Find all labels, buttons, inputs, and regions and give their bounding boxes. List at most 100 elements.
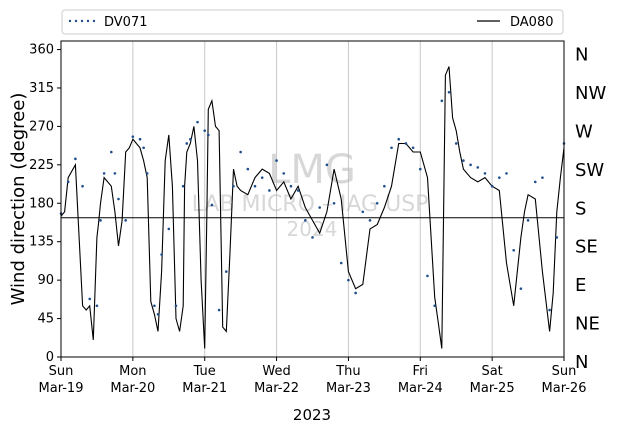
- series-layer: [59, 66, 566, 349]
- data-point-dv071: [189, 137, 192, 141]
- data-point-dv071: [433, 304, 436, 308]
- data-point-dv071: [375, 201, 379, 205]
- data-point-dv071: [548, 308, 551, 312]
- x-tick-label-day: Fri: [413, 364, 429, 379]
- compass-label: W: [575, 121, 593, 142]
- data-point-dv071: [113, 172, 117, 175]
- data-point-dv071: [383, 184, 386, 188]
- data-point-dv071: [304, 219, 307, 222]
- data-point-dv071: [490, 184, 494, 188]
- data-point-dv071: [207, 133, 210, 137]
- legend-label-dv071: DV071: [104, 15, 148, 30]
- data-point-dv071: [239, 150, 242, 154]
- plot-frame: [60, 40, 565, 358]
- data-point-dv071: [282, 172, 286, 175]
- compass-label: SE: [575, 237, 598, 258]
- legend-label-da080: DA080: [510, 15, 554, 30]
- legend: DV071 DA080: [61, 9, 564, 35]
- y-tick-label: 135: [29, 235, 54, 250]
- x-axis-label: 2023: [293, 406, 331, 424]
- data-point-dv071: [95, 304, 99, 308]
- data-point-dv071: [153, 304, 156, 308]
- watermark: LMG LAB MICRO – IAG USP 2024: [192, 147, 429, 241]
- x-tick-label-date: Mar-25: [470, 381, 515, 396]
- vertical-grid: [60, 41, 565, 357]
- data-point-dv071: [476, 166, 480, 169]
- y-tick-label: 315: [29, 81, 54, 96]
- data-point-dv071: [131, 135, 135, 138]
- data-point-dv071: [167, 227, 171, 231]
- compass-label: NW: [575, 83, 606, 104]
- data-point-dv071: [181, 184, 185, 188]
- data-point-dv071: [361, 210, 365, 214]
- y-tick-label: 90: [37, 273, 54, 288]
- y-axis-label: Wind direction (degree): [8, 93, 29, 306]
- data-point-dv071: [512, 248, 515, 252]
- data-point-dv071: [142, 146, 145, 150]
- data-point-dv071: [66, 180, 70, 184]
- data-point-dv071: [526, 219, 530, 222]
- y-tick-label: 270: [29, 119, 54, 134]
- x-tick-label-day: Sat: [481, 364, 502, 379]
- x-tick-label-date: Mar-21: [182, 381, 227, 396]
- data-point-dv071: [145, 172, 149, 175]
- x-tick-label-day: Tue: [193, 364, 216, 379]
- series-line-da080: [60, 66, 565, 349]
- data-point-dv071: [555, 236, 559, 239]
- data-point-dv071: [224, 270, 228, 273]
- data-point-dv071: [156, 312, 160, 316]
- data-point-dv071: [469, 163, 472, 167]
- data-point-dv071: [440, 99, 444, 103]
- y-tick-label: 0: [46, 350, 54, 365]
- data-point-dv071: [210, 203, 214, 207]
- legend-frame: [61, 9, 564, 35]
- legend-dots-marker: [68, 19, 96, 23]
- data-point-dv071: [196, 120, 199, 124]
- x-tick-label-day: Sun: [49, 364, 74, 379]
- data-point-dv071: [541, 176, 544, 179]
- data-point-dv071: [411, 146, 415, 150]
- data-point-dv071: [275, 159, 278, 162]
- data-point-dv071: [454, 142, 458, 145]
- data-point-dv071: [404, 142, 408, 145]
- data-point-dv071: [311, 236, 314, 239]
- compass-label: E: [575, 275, 586, 296]
- data-point-dv071: [426, 274, 429, 278]
- compass-label: NE: [575, 314, 600, 335]
- x-tick-label-date: Mar-22: [254, 381, 299, 396]
- data-point-dv071: [498, 176, 501, 179]
- data-point-dv071: [519, 287, 523, 290]
- data-point-dv071: [253, 184, 257, 188]
- data-point-dv071: [174, 304, 178, 308]
- y-tick-label: 225: [29, 158, 54, 173]
- data-point-dv071: [88, 297, 92, 301]
- data-point-dv071: [325, 163, 329, 167]
- data-point-dv071: [462, 159, 465, 162]
- data-point-dv071: [390, 146, 393, 150]
- data-point-dv071: [124, 219, 127, 222]
- compass-label: N: [575, 45, 588, 66]
- data-point-dv071: [81, 184, 84, 188]
- data-point-dv071: [483, 172, 487, 175]
- data-point-dv071: [268, 189, 271, 192]
- data-point-dv071: [110, 150, 113, 154]
- x-tick-label-day: Mon: [119, 364, 146, 379]
- watermark-lab: LAB MICRO – IAG USP: [192, 192, 429, 217]
- compass-label: N: [575, 352, 588, 373]
- data-point-dv071: [289, 184, 293, 188]
- y-tick-label: 180: [29, 196, 54, 211]
- compass-label: SW: [575, 160, 604, 181]
- data-point-dv071: [347, 278, 350, 282]
- data-point-dv071: [339, 261, 343, 265]
- data-point-dv071: [102, 172, 106, 175]
- data-point-dv071: [203, 129, 207, 132]
- x-tick-label-date: Mar-24: [398, 381, 443, 396]
- data-point-dv071: [260, 176, 264, 179]
- y-tick-label: 45: [37, 312, 54, 327]
- data-point-dv071: [99, 219, 102, 222]
- data-point-dv071: [447, 90, 451, 94]
- compass-label: S: [575, 198, 586, 219]
- data-point-dv071: [296, 189, 300, 192]
- x-axis-ticks: Sun Mar-19 Mon Mar-20 Tue Mar-21 Wed Mar-22 Thu M…: [39, 357, 586, 396]
